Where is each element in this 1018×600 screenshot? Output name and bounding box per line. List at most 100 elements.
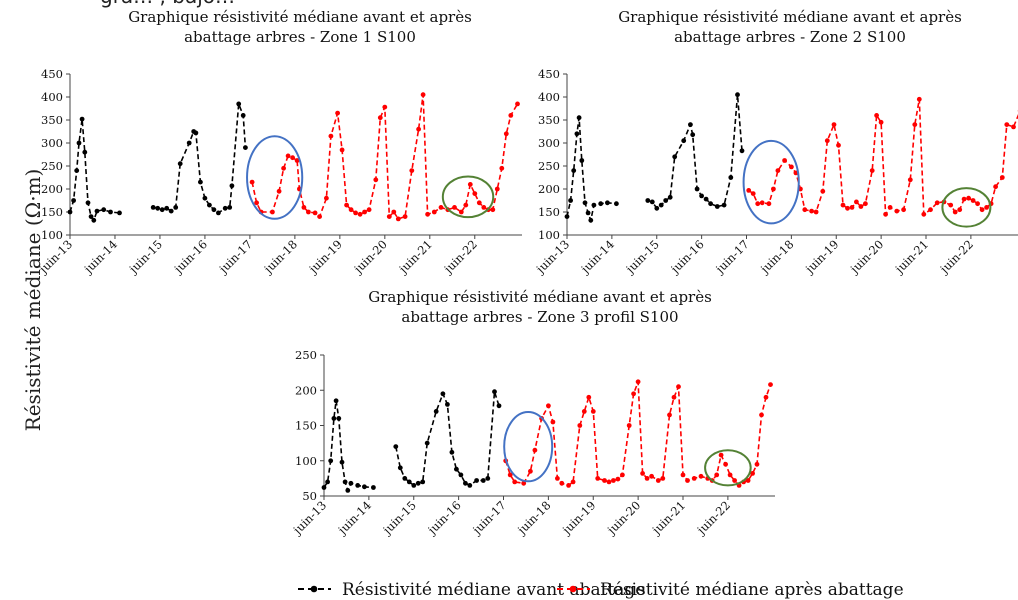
y-tick-label: 300 [538, 136, 560, 150]
data-point [108, 209, 113, 215]
chart-title-line-1: Graphique résistivité médiane avant et a… [618, 8, 962, 26]
data-point [586, 394, 592, 400]
data-point [571, 168, 577, 174]
data-point [718, 452, 724, 458]
data-point [802, 207, 808, 213]
data-point [766, 201, 772, 207]
data-point [168, 208, 174, 214]
data-point [957, 207, 963, 213]
data-point [570, 479, 576, 485]
data-point [377, 115, 383, 121]
data-point [515, 101, 520, 107]
data-point [735, 92, 740, 98]
data-point [721, 202, 727, 208]
data-point [750, 471, 755, 476]
data-point [88, 214, 94, 220]
y-tick-label: 150 [295, 419, 317, 433]
data-point [328, 133, 334, 139]
chart-title-line-2: abattage arbres - Zone 3 profil S100 [401, 308, 678, 326]
data-point [595, 476, 601, 481]
data-point [397, 465, 403, 471]
data-point [503, 131, 509, 137]
x-tick-label: juin-18 [260, 237, 300, 277]
data-point [606, 479, 612, 485]
data-point [782, 158, 787, 163]
highlight-ellipse-green [441, 175, 495, 219]
data-point [775, 168, 781, 174]
data-point [281, 165, 286, 171]
x-tick-label: juin-15 [125, 237, 165, 277]
data-point [467, 483, 473, 488]
data-point [324, 195, 329, 201]
data-point [916, 96, 922, 102]
data-point [993, 184, 998, 190]
data-point [222, 205, 228, 211]
data-point [101, 207, 107, 213]
data-point [688, 122, 693, 127]
data-point [164, 205, 170, 211]
data-point [79, 116, 85, 122]
x-tick-label: juin-16 [424, 498, 464, 538]
data-point [463, 480, 468, 486]
highlight-ellipse-blue [742, 139, 800, 225]
data-point [528, 468, 533, 474]
data-point [321, 485, 327, 490]
data-point [236, 101, 242, 107]
data-point [759, 412, 764, 418]
data-point [415, 480, 421, 486]
x-tick-label: juin-15 [379, 498, 419, 538]
y-tick-label: 100 [41, 228, 63, 242]
x-tick-label: juin-21 [891, 237, 931, 277]
data-point [699, 193, 704, 199]
data-point [667, 194, 673, 200]
x-tick-label: juin-16 [667, 237, 707, 277]
data-point [581, 409, 587, 414]
x-tick-label: juin-17 [469, 498, 509, 538]
y-tick-label: 350 [41, 113, 63, 127]
data-point [934, 200, 940, 206]
data-point [386, 214, 392, 220]
data-point [961, 196, 967, 202]
data-point [458, 209, 464, 215]
data-point [831, 122, 837, 127]
data-point [312, 210, 318, 216]
data-point [948, 202, 954, 208]
data-point [229, 183, 235, 189]
data-point [728, 175, 734, 180]
x-tick-label: juin-19 [558, 498, 598, 538]
data-point [159, 207, 165, 213]
data-point [984, 205, 989, 210]
data-point [67, 209, 73, 215]
data-point [198, 179, 203, 185]
data-point [999, 175, 1005, 180]
data-point [649, 199, 655, 205]
data-point [294, 158, 300, 163]
x-tick-label: juin-14 [577, 237, 617, 277]
data-point [952, 209, 958, 215]
legend: Résistivité médiane avant abattage Résis… [298, 580, 904, 600]
chart-title-line-1: Graphique résistivité médiane avant et a… [368, 288, 712, 306]
data-point [620, 472, 625, 478]
x-tick-label: juin-21 [648, 498, 688, 538]
data-point [357, 211, 363, 217]
data-point [763, 394, 769, 400]
series-after [503, 379, 773, 488]
data-point [754, 461, 760, 467]
x-tick-label: juin-14 [80, 237, 120, 277]
x-tick-label: juin-19 [305, 237, 345, 277]
data-point [499, 165, 505, 171]
highlight-ellipse-green [941, 187, 992, 228]
data-point [476, 200, 482, 206]
y-axis-label: Résistivité médiane (Ω·m) [21, 169, 45, 432]
data-point [874, 113, 879, 118]
data-point [85, 200, 91, 206]
highlight-ellipse-green [704, 449, 752, 487]
data-point [335, 110, 340, 116]
data-point [849, 205, 855, 210]
data-point [362, 209, 367, 215]
data-point [342, 479, 348, 485]
data-point [393, 444, 399, 449]
data-point [680, 472, 686, 478]
data-point [345, 488, 351, 493]
